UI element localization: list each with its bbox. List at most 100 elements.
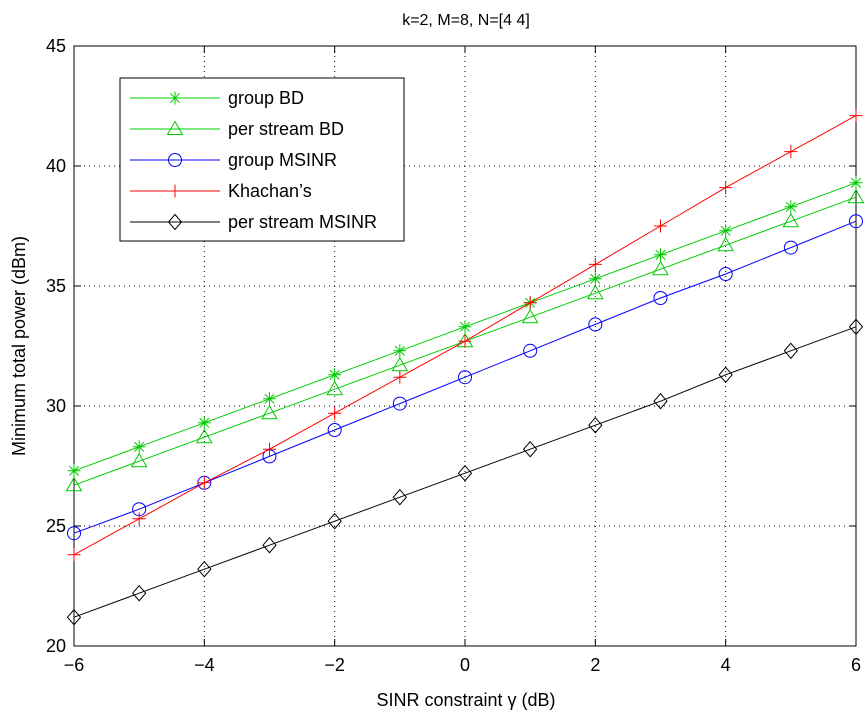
data-point-shape [328, 406, 342, 420]
data-point-shape [588, 416, 603, 434]
data-point-shape [586, 284, 604, 300]
legend-marker [168, 153, 182, 167]
data-point-shape [132, 512, 146, 526]
series-0 [67, 176, 863, 478]
data-point [847, 188, 865, 204]
data-point-shape [65, 476, 83, 492]
series-4 [66, 318, 864, 626]
data-point-shape [521, 308, 539, 324]
data-point-shape [718, 267, 733, 281]
legend-marker [166, 120, 184, 135]
data-point-shape [132, 584, 147, 602]
data-point [393, 344, 407, 358]
data-point [262, 536, 277, 554]
data-point-shape [523, 296, 537, 310]
data-point [652, 260, 669, 276]
data-point [66, 608, 82, 626]
y-tick-label: 45 [46, 36, 66, 56]
data-point-shape [782, 212, 800, 228]
data-point-shape [66, 608, 82, 626]
data-point-shape [67, 526, 81, 541]
axis-ticks [73, 45, 857, 647]
data-point [718, 366, 733, 384]
data-point [782, 212, 800, 228]
data-point [327, 423, 342, 437]
data-point-shape [393, 370, 407, 384]
data-point-shape [652, 260, 669, 276]
data-point [263, 442, 276, 456]
x-tick-label: 6 [851, 655, 861, 675]
data-point [521, 308, 539, 324]
data-point [586, 284, 604, 300]
data-point-shape [654, 219, 667, 233]
data-point [784, 145, 798, 159]
legend-entry: Khachan’s [130, 181, 312, 201]
data-point-shape [848, 318, 864, 336]
data-point [654, 219, 667, 233]
data-point [588, 416, 603, 434]
data-point [458, 370, 472, 385]
data-point [327, 512, 342, 530]
data-point [67, 548, 81, 562]
data-point [458, 334, 472, 348]
data-point [132, 440, 146, 454]
data-point [523, 296, 537, 310]
data-point [197, 476, 211, 490]
data-point [65, 476, 83, 492]
data-point-shape [327, 512, 342, 530]
data-point-shape [263, 442, 276, 456]
data-point-shape [654, 248, 667, 262]
data-point [393, 370, 407, 384]
x-tick-label: −2 [324, 655, 345, 675]
y-axis-label: Minimum total power (dBm) [9, 236, 29, 456]
data-point-shape [717, 236, 735, 252]
data-point [130, 452, 148, 468]
data-point-shape [392, 488, 407, 506]
data-point [261, 404, 278, 420]
x-tick-label: 2 [590, 655, 600, 675]
legend-marker-shape [168, 153, 182, 167]
x-tick-label: −4 [194, 655, 215, 675]
y-tick-label: 25 [46, 516, 66, 536]
legend-label: group BD [228, 88, 304, 108]
data-point [849, 214, 863, 229]
data-point-shape [847, 188, 865, 204]
legend-entry: group MSINR [130, 150, 337, 170]
data-point [392, 488, 407, 506]
y-tick-label: 35 [46, 276, 66, 296]
data-point-shape [326, 380, 344, 396]
data-point [328, 406, 342, 420]
data-point-shape [458, 320, 472, 334]
legend-label: Khachan’s [228, 181, 312, 201]
legend-marker-shape [167, 213, 183, 231]
data-point-shape [784, 200, 798, 214]
data-point [326, 380, 344, 396]
data-point-shape [523, 343, 538, 358]
data-point-shape [197, 560, 212, 578]
legend-marker-shape [168, 91, 182, 105]
data-point [849, 176, 863, 190]
data-point-shape [328, 368, 342, 382]
data-point [588, 257, 602, 271]
data-point-shape [783, 342, 798, 360]
data-point [719, 181, 733, 195]
data-point-shape [132, 440, 146, 454]
legend-marker [168, 184, 182, 198]
data-point-shape [784, 145, 798, 159]
x-axis-label: SINR constraint γ (dB) [376, 690, 555, 710]
data-point-shape [393, 344, 407, 358]
data-point [719, 224, 733, 238]
data-point-shape [261, 404, 278, 420]
data-point-shape [849, 176, 863, 190]
x-tick-label: −6 [64, 655, 85, 675]
data-point-shape [197, 476, 211, 490]
data-point [848, 318, 864, 336]
data-point [328, 368, 342, 382]
data-point [195, 428, 213, 444]
data-point [458, 320, 472, 334]
legend-marker-shape [168, 184, 182, 198]
data-point [588, 317, 603, 332]
data-point [197, 416, 211, 430]
y-tick-labels: 20 25 30 35 40 45 [46, 36, 66, 656]
legend-entry: per stream MSINR [130, 212, 377, 232]
